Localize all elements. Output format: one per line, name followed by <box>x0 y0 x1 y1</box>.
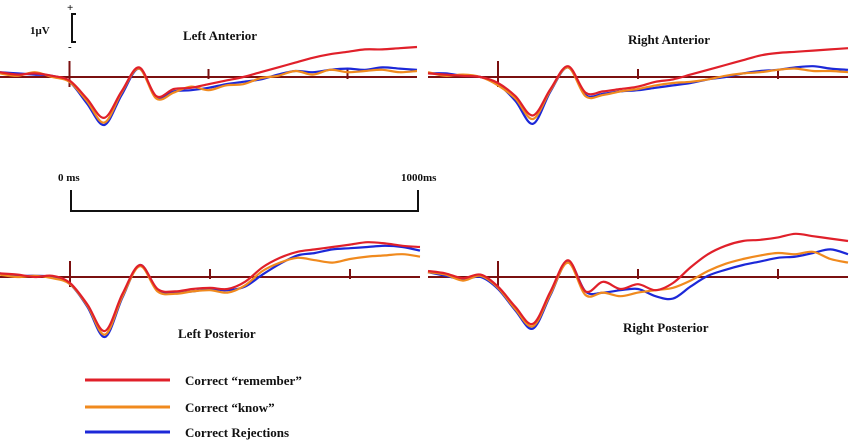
legend-label-rejections: Correct Rejections <box>185 425 289 440</box>
series-line-rejections <box>0 244 421 339</box>
time-bar-end-label: 1000ms <box>401 172 437 184</box>
time-bar-start-label: 0 ms <box>58 172 80 184</box>
series-line-remember <box>427 232 849 326</box>
legend: Correct “remember” Correct “know” Correc… <box>85 373 302 440</box>
series-line-remember <box>0 45 418 119</box>
scale-bracket <box>71 13 76 43</box>
scale-minus: - <box>68 41 72 53</box>
series-line-know <box>427 66 849 121</box>
panel-title-left-posterior: Left Posterior <box>178 326 256 341</box>
panel-right-posterior: Right Posterior <box>427 232 849 335</box>
legend-label-know: Correct “know” <box>185 400 275 415</box>
panel-right-anterior: Right Anterior <box>427 32 849 125</box>
scale-label: 1μV <box>30 25 50 37</box>
panel-title-left-anterior: Left Anterior <box>183 28 257 43</box>
scale-plus: + <box>67 2 73 14</box>
legend-label-remember: Correct “remember” <box>185 373 302 388</box>
series-line-remember <box>0 241 421 333</box>
voltage-scale: + 1μV - <box>30 2 76 53</box>
time-bar <box>70 190 419 212</box>
time-scale: 0 ms 1000ms <box>58 172 437 212</box>
panel-title-right-posterior: Right Posterior <box>623 320 709 335</box>
series-line-remember <box>427 47 849 117</box>
panel-title-right-anterior: Right Anterior <box>628 32 710 47</box>
panel-left-posterior: Left Posterior <box>0 241 421 341</box>
panel-left-anterior: Left Anterior <box>0 28 418 127</box>
series-line-know <box>0 253 421 336</box>
series-line-rejections <box>427 248 849 330</box>
